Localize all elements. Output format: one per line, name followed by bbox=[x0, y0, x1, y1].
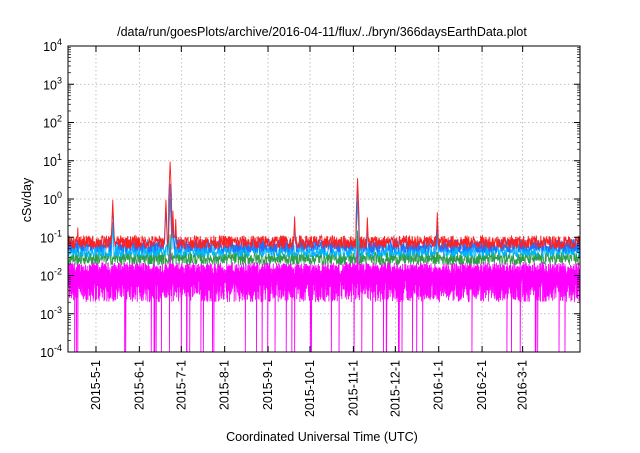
plot-area bbox=[67, 161, 581, 353]
chart-title: /data/run/goesPlots/archive/2016-04-11/f… bbox=[117, 25, 527, 39]
series-line bbox=[67, 243, 581, 353]
y-tick-label: 100 bbox=[43, 190, 62, 207]
x-tick-label: 2015-6-1 bbox=[132, 360, 146, 410]
y-tick-label: 103 bbox=[43, 75, 62, 92]
x-tick-label: 2015-8-1 bbox=[218, 360, 232, 410]
y-tick-label: 10-1 bbox=[40, 228, 62, 245]
x-tick-label: 2015-12-1 bbox=[388, 360, 402, 417]
y-tick-label: 10-3 bbox=[40, 305, 62, 322]
x-tick-label: 2016-2-1 bbox=[475, 360, 489, 410]
x-axis: 2015-5-1 2015-6-1 2015-7-1 2015-8-1 2015-9-1… bbox=[89, 46, 530, 417]
x-tick-label: 2016-1-1 bbox=[432, 360, 446, 410]
x-tick-label: 2016-3-1 bbox=[516, 360, 530, 410]
y-tick-label: 10-2 bbox=[40, 267, 62, 284]
y-tick-label: 104 bbox=[43, 37, 62, 54]
grid bbox=[68, 46, 580, 352]
y-tick-label: 101 bbox=[43, 152, 62, 169]
y-tick-label: 10-4 bbox=[40, 343, 62, 360]
x-tick-label: 2015-9-1 bbox=[261, 360, 275, 410]
y-axis: 10-4 10-3 10-2 10-1 100 101 102 103 104 bbox=[40, 37, 580, 360]
y-axis-label: cSv/day bbox=[20, 177, 34, 222]
x-tick-label: 2015-11-1 bbox=[346, 360, 360, 416]
x-tick-label: 2015-7-1 bbox=[174, 360, 188, 410]
series-line bbox=[67, 161, 581, 250]
y-tick-label: 102 bbox=[43, 114, 62, 131]
x-tick-label: 2015-10-1 bbox=[303, 360, 317, 417]
x-tick-label: 2015-5-1 bbox=[89, 360, 103, 410]
x-axis-label: Coordinated Universal Time (UTC) bbox=[226, 430, 418, 444]
